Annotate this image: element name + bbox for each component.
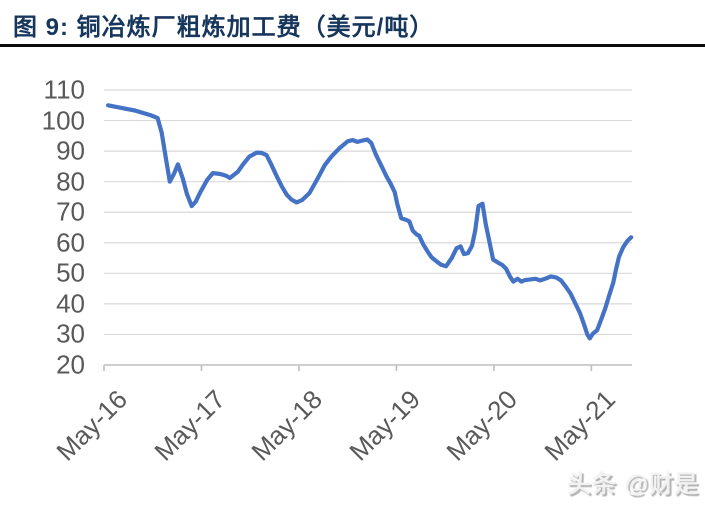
y-axis-tick-label: 20 [56,349,85,380]
title-underline [0,44,705,47]
y-axis-tick-label: 70 [56,196,85,227]
axis-ticks-group [103,365,593,371]
y-axis-tick-label: 30 [56,318,85,349]
y-axis-tick-label: 100 [41,104,85,135]
y-axis-tick-label: 50 [56,257,85,288]
y-axis-tick-label: 90 [56,135,85,166]
watermark: 头条 @财是 [566,471,699,498]
gridlines-group [104,89,632,366]
y-axis-tick-label: 60 [56,227,85,258]
y-axis-tick-label: 110 [43,74,85,105]
y-axis-tick-label: 80 [56,165,85,196]
y-axis-tick-label: 40 [56,288,85,319]
tc-series-line [105,103,634,341]
figure-title: 图 9: 铜冶炼厂粗炼加工费（美元/吨） [13,14,435,41]
